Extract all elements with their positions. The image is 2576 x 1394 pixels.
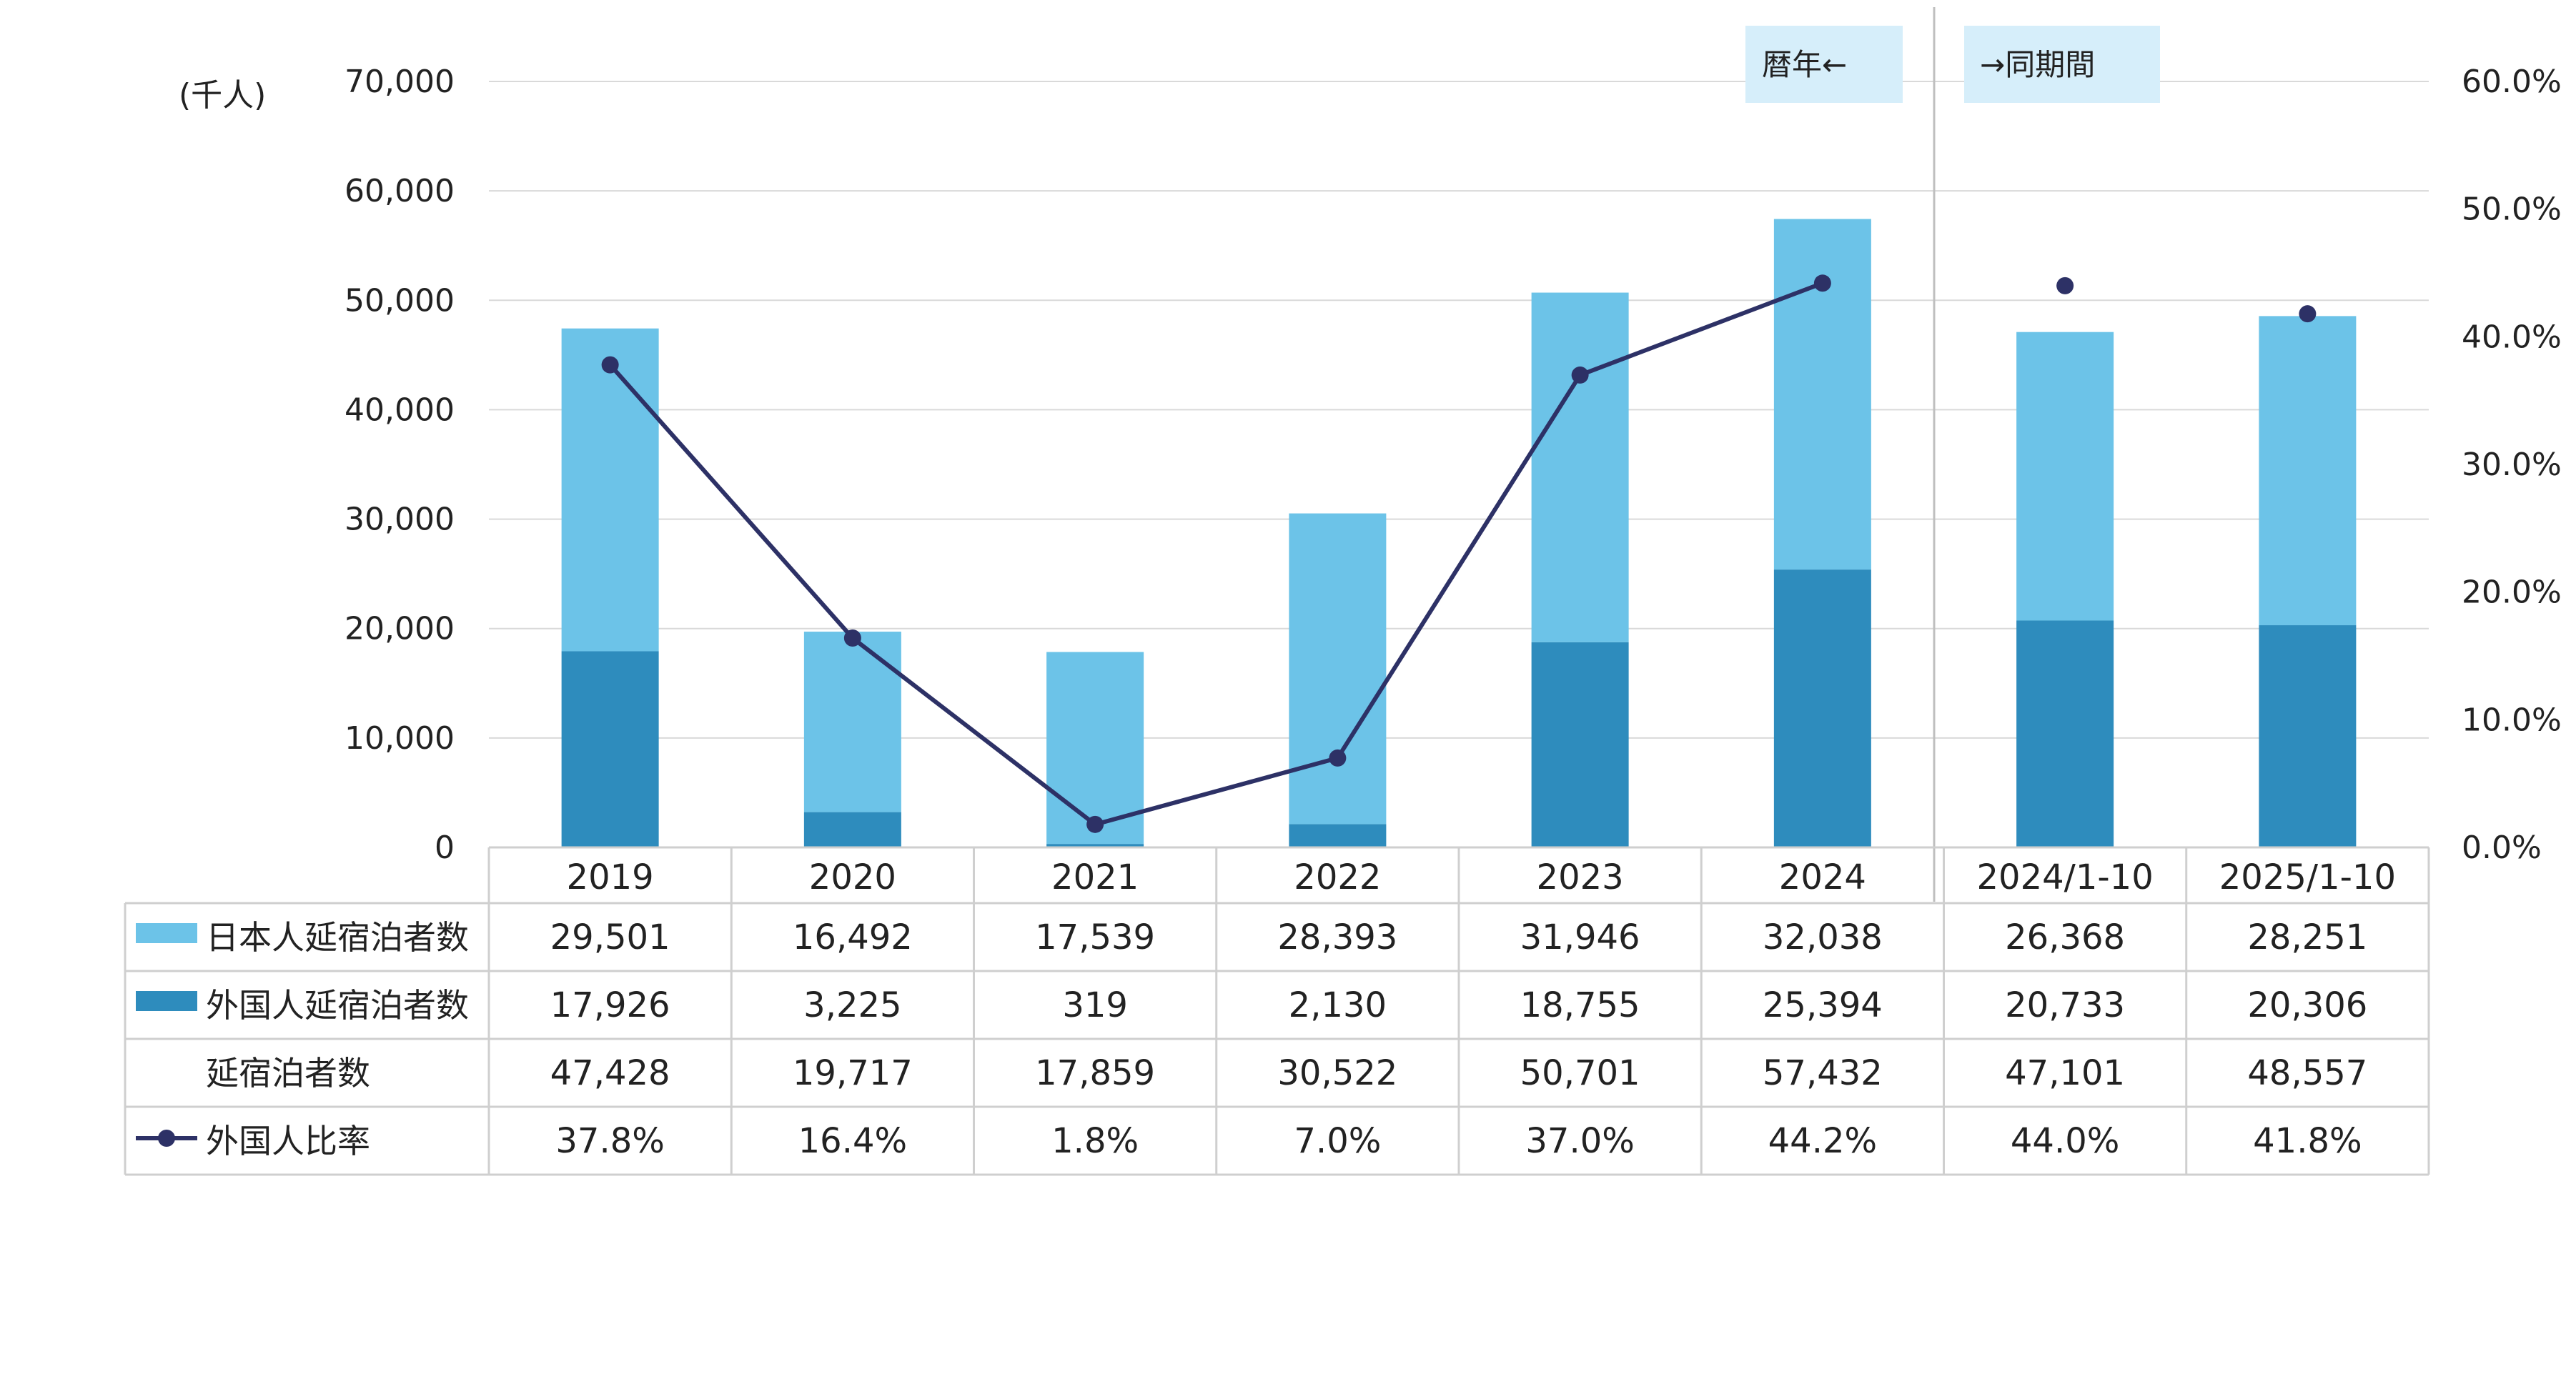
table-cell: 50,701 <box>1520 1053 1640 1093</box>
table-cell: 25,394 <box>1763 985 1883 1025</box>
y-tick-label: 30,000 <box>345 502 455 538</box>
table-cell: 16.4% <box>798 1121 907 1161</box>
x-tick-label: 2020 <box>809 857 896 897</box>
table-cell: 28,251 <box>2247 917 2367 957</box>
bar-foreign <box>2259 625 2357 847</box>
x-tick-label: 2024/1-10 <box>1976 857 2153 897</box>
x-tick-label: 2019 <box>567 857 654 897</box>
x-tick-label: 2023 <box>1537 857 1624 897</box>
data-table: 2019 2020 2021 2022 2023 2024 2024/1-10 2025/1-… <box>124 846 2430 1176</box>
bars <box>561 219 2357 847</box>
legend-swatch-japanese <box>136 923 197 943</box>
y-tick-label: 10,000 <box>345 720 455 757</box>
bar-foreign <box>561 651 659 847</box>
bar-foreign <box>2016 620 2114 847</box>
ratio-point <box>1813 274 1831 292</box>
bar-japanese <box>1046 652 1144 845</box>
table-cell: 319 <box>1062 985 1128 1025</box>
table-row-label: 外国人延宿泊者数 <box>206 986 469 1025</box>
bar-foreign <box>1289 824 1387 847</box>
table-cell: 17,926 <box>550 985 670 1025</box>
table-cell: 48,557 <box>2247 1053 2367 1093</box>
table-cell: 47,428 <box>550 1053 670 1093</box>
annotation-calendar-year-bg <box>1745 26 1903 103</box>
bar-japanese <box>1289 513 1387 825</box>
table-cell: 30,522 <box>1277 1053 1397 1093</box>
annotation-calendar-year: 暦年← <box>1762 47 1847 82</box>
y-tick-label: 60,000 <box>345 173 455 209</box>
y2-tick-label: 50.0% <box>2462 191 2562 228</box>
table-cell: 7.0% <box>1294 1121 1381 1161</box>
table-cell: 29,501 <box>550 917 670 957</box>
x-tick-label: 2024 <box>1779 857 1866 897</box>
table-cell: 57,432 <box>1763 1053 1883 1093</box>
table-cell: 20,733 <box>2005 985 2125 1025</box>
y2-tick-label: 0.0% <box>2462 830 2542 866</box>
ratio-point <box>2056 277 2074 294</box>
table-cell: 44.0% <box>2011 1121 2119 1161</box>
y2-tick-label: 10.0% <box>2462 702 2562 738</box>
table-cell: 28,393 <box>1277 917 1397 957</box>
annotation-same-period-bg <box>1964 26 2160 103</box>
table-cell: 1.8% <box>1051 1121 1139 1161</box>
table-cell: 2,130 <box>1289 985 1387 1025</box>
y-tick-label: 50,000 <box>345 282 455 319</box>
ratio-point <box>1571 366 1589 384</box>
x-tick-label: 2025/1-10 <box>2219 857 2396 897</box>
bar-japanese <box>2259 316 2357 626</box>
table-cell: 20,306 <box>2247 985 2367 1025</box>
ratio-point <box>1086 815 1104 833</box>
table-cell: 17,859 <box>1035 1053 1155 1093</box>
y2-tick-label: 60.0% <box>2462 64 2562 100</box>
ratio-point <box>2299 305 2317 323</box>
table-cell: 41.8% <box>2253 1121 2362 1161</box>
table-cell: 32,038 <box>1763 917 1883 957</box>
table-cell: 31,946 <box>1520 917 1640 957</box>
bar-foreign <box>803 812 901 847</box>
bar-foreign <box>1531 642 1629 847</box>
table-cell: 37.8% <box>555 1121 664 1161</box>
ratio-polyline <box>608 281 1823 827</box>
grid-lines <box>489 81 2429 739</box>
y-axis-unit-label: (千人) <box>179 77 266 114</box>
table-cell: 26,368 <box>2005 917 2125 957</box>
x-tick-label: 2022 <box>1294 857 1381 897</box>
bar-foreign <box>1773 569 1871 847</box>
bar-japanese <box>2016 332 2114 621</box>
table-row-label: 外国人比率 <box>206 1122 370 1160</box>
bar-japanese <box>1531 292 1629 642</box>
table-cell: 16,492 <box>793 917 913 957</box>
table-row-label: 日本人延宿泊者数 <box>206 918 469 957</box>
axes: (千人) 0 10,000 20,000 30,000 40,000 50,000 60,0… <box>179 64 2562 866</box>
table-cell: 19,717 <box>793 1053 913 1093</box>
ratio-line <box>601 274 2317 833</box>
bar-japanese <box>561 328 659 652</box>
legend-swatch-foreign <box>136 991 197 1011</box>
table-cell: 44.2% <box>1768 1121 1877 1161</box>
table-row-label: 延宿泊者数 <box>206 1054 370 1092</box>
period-annotations: 暦年← →同期間 <box>1745 7 2160 902</box>
table-cell: 47,101 <box>2005 1053 2125 1093</box>
ratio-point <box>843 629 861 647</box>
ratio-point <box>601 356 619 374</box>
x-tick-label: 2021 <box>1051 857 1139 897</box>
y-tick-label: 0 <box>435 830 455 866</box>
ratio-point <box>1329 749 1347 767</box>
annotation-same-period: →同期間 <box>1980 47 2095 82</box>
bar-foreign <box>1046 844 1144 847</box>
y2-tick-label: 20.0% <box>2462 574 2562 611</box>
table-cell: 18,755 <box>1520 985 1640 1025</box>
table-cell: 37.0% <box>1525 1121 1634 1161</box>
y2-tick-label: 30.0% <box>2462 447 2562 483</box>
bar-japanese <box>1773 219 1871 570</box>
y-tick-label: 20,000 <box>345 611 455 647</box>
bar-japanese <box>803 632 901 812</box>
y-tick-label: 70,000 <box>345 64 455 100</box>
table-cell: 17,539 <box>1035 917 1155 957</box>
legend-swatch-ratio-point <box>158 1130 175 1147</box>
table-cell: 3,225 <box>803 985 901 1025</box>
y2-tick-label: 40.0% <box>2462 319 2562 355</box>
y-tick-label: 40,000 <box>345 392 455 428</box>
